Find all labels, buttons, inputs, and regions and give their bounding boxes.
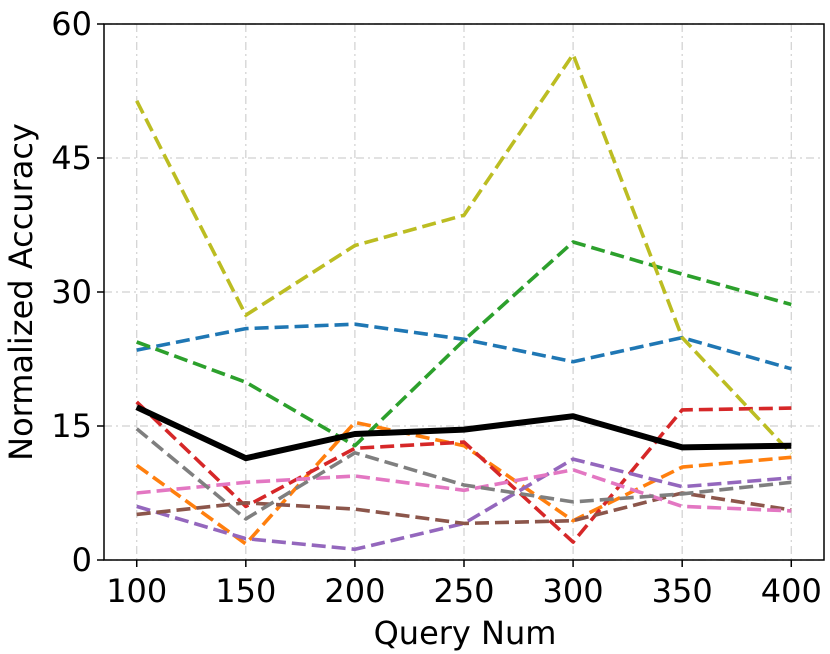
x-tick-label: 200	[324, 572, 385, 610]
x-tick-label: 300	[543, 572, 604, 610]
y-tick-label: 30	[51, 273, 92, 311]
series-line-2	[135, 420, 792, 546]
x-tick-label: 350	[652, 572, 713, 610]
y-axis-label: Normalized Accuracy	[2, 123, 40, 461]
series-line-9	[135, 52, 793, 455]
series-line-5	[136, 457, 792, 552]
x-tick-label: 400	[761, 572, 822, 610]
y-tick-label: 45	[51, 139, 92, 177]
series-line-4	[135, 400, 792, 544]
series-line-10	[135, 404, 792, 462]
y-tick-label: 60	[51, 5, 92, 43]
x-tick-label: 150	[215, 572, 276, 610]
x-axis-label: Query Num	[374, 614, 557, 652]
series-line-7	[136, 467, 792, 513]
y-tick-label: 0	[72, 541, 92, 579]
y-tick-label: 15	[51, 407, 92, 445]
x-tick-label: 100	[106, 572, 167, 610]
series-line-8	[135, 427, 792, 521]
x-tick-label: 250	[433, 572, 494, 610]
series-lines	[135, 52, 793, 552]
axes: 100 150 200 250 300 350 400 0 15 30 45 60	[51, 5, 822, 610]
